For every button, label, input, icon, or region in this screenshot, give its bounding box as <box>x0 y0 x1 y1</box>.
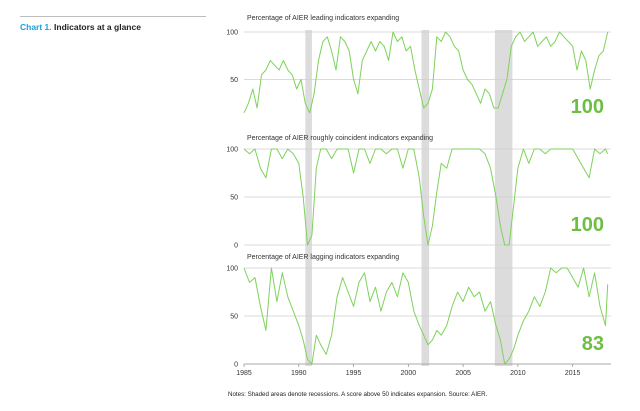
latest-value-label: 100 <box>571 96 604 118</box>
x-tick-label: 2005 <box>455 370 471 377</box>
recession-band <box>305 30 312 139</box>
recession-band <box>421 254 430 366</box>
panel-title: Percentage of AIER leading indicators ex… <box>247 15 399 22</box>
recession-band <box>421 30 430 139</box>
y-tick-label: 0 <box>234 243 238 250</box>
recession-band <box>421 135 430 257</box>
recession-band <box>305 254 312 366</box>
recession-band <box>494 254 513 366</box>
y-tick-label: 50 <box>230 77 238 84</box>
title-rule <box>20 16 206 17</box>
y-tick-label: 100 <box>226 266 238 273</box>
series-line <box>243 267 609 365</box>
x-tick-label: 1990 <box>291 370 307 377</box>
y-tick-label: 50 <box>230 314 238 321</box>
panel-title: Percentage of AIER roughly coincident in… <box>247 135 433 142</box>
y-tick-label: 100 <box>226 30 238 37</box>
x-tick-label: 2010 <box>510 370 526 377</box>
series-line <box>243 31 609 114</box>
y-tick-label: 100 <box>226 147 238 154</box>
recession-band <box>305 135 312 257</box>
notes-text: Notes: Shaded areas denote recessions. A… <box>228 391 488 398</box>
x-tick-label: 2000 <box>401 370 417 377</box>
panel-title: Percentage of AIER lagging indicators ex… <box>247 254 399 261</box>
chart-title: Indicators at a glance <box>54 22 141 32</box>
y-tick-label: 50 <box>230 195 238 202</box>
x-tick-label: 2015 <box>565 370 581 377</box>
chart-heading: Chart 1. Indicators at a glance <box>20 22 141 32</box>
y-tick-label: 0 <box>234 362 238 369</box>
series-line <box>243 148 609 246</box>
latest-value-label: 100 <box>571 214 604 236</box>
x-tick-label: 1985 <box>236 370 252 377</box>
chart-label: Chart 1. <box>20 22 52 32</box>
recession-band <box>494 30 513 139</box>
x-tick-label: 1995 <box>346 370 362 377</box>
recession-band <box>494 135 513 257</box>
latest-value-label: 83 <box>582 333 604 355</box>
